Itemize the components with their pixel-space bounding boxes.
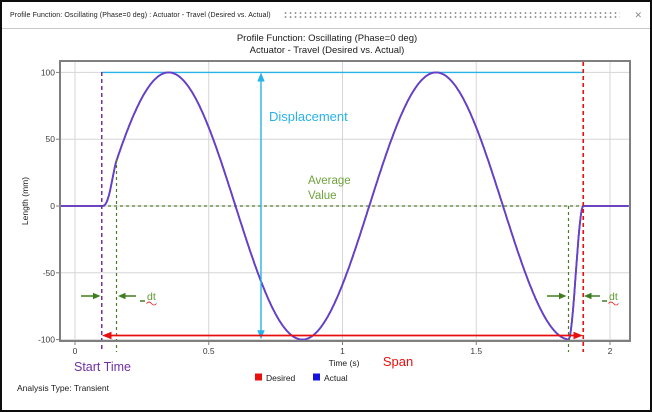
- dt-arrows-left: [81, 292, 145, 302]
- window-title: Profile Function: Oscillating (Phase=0 d…: [10, 11, 271, 19]
- chart-legend: Desired Actual: [255, 373, 348, 383]
- chart-title-line2: Actuator - Travel (Desired vs. Actual): [250, 45, 405, 56]
- window-title-bar: Profile Function: Oscillating (Phase=0 d…: [2, 2, 650, 29]
- span-arrow: [102, 331, 583, 340]
- y-tick-label: 0: [50, 201, 55, 211]
- legend-label-desired: Desired: [266, 373, 296, 383]
- x-tick-label: 0.5: [203, 346, 215, 356]
- span-label: Span: [383, 354, 413, 369]
- y-tick-label: 50: [46, 134, 56, 144]
- dt-label-right: dt: [609, 291, 618, 303]
- start-time-label: Start Time: [74, 360, 131, 374]
- drag-handle-dots[interactable]: [282, 11, 621, 19]
- curve-actual: [60, 71, 629, 341]
- gridlines: [60, 61, 630, 341]
- spellcheck-squiggle: [146, 301, 157, 306]
- x-axis-label: Time (s): [329, 358, 360, 368]
- average-value-label-line2: Value: [308, 190, 337, 202]
- x-tick-label: 2: [608, 346, 613, 356]
- legend-swatch-desired: [255, 373, 262, 381]
- displacement-label: Displacement: [269, 109, 348, 124]
- x-tick-label: 1: [340, 346, 345, 356]
- x-tick-label: 1.5: [470, 346, 482, 356]
- legend-swatch-actual: [313, 373, 320, 381]
- y-axis-label: Length (mm): [20, 177, 30, 225]
- y-tick-label: 100: [41, 67, 55, 77]
- dt-label-left: dt: [147, 291, 156, 303]
- dt-arrows-right: [547, 292, 607, 302]
- plot-frame: [59, 60, 631, 342]
- spellcheck-squiggle: [608, 301, 619, 306]
- axis-ticks: [56, 71, 611, 345]
- close-icon: ✕: [634, 9, 642, 20]
- close-button[interactable]: ✕: [634, 9, 650, 20]
- chart-title-line1: Profile Function: Oscillating (Phase=0 d…: [237, 33, 417, 44]
- average-value-label-line1: Average: [308, 175, 351, 187]
- y-tick-label: -50: [43, 268, 56, 278]
- x-tick-label: 0: [73, 346, 78, 356]
- y-tick-label: -100: [38, 335, 55, 345]
- analysis-type-label: Analysis Type: Transient: [17, 383, 110, 393]
- legend-label-actual: Actual: [324, 373, 348, 383]
